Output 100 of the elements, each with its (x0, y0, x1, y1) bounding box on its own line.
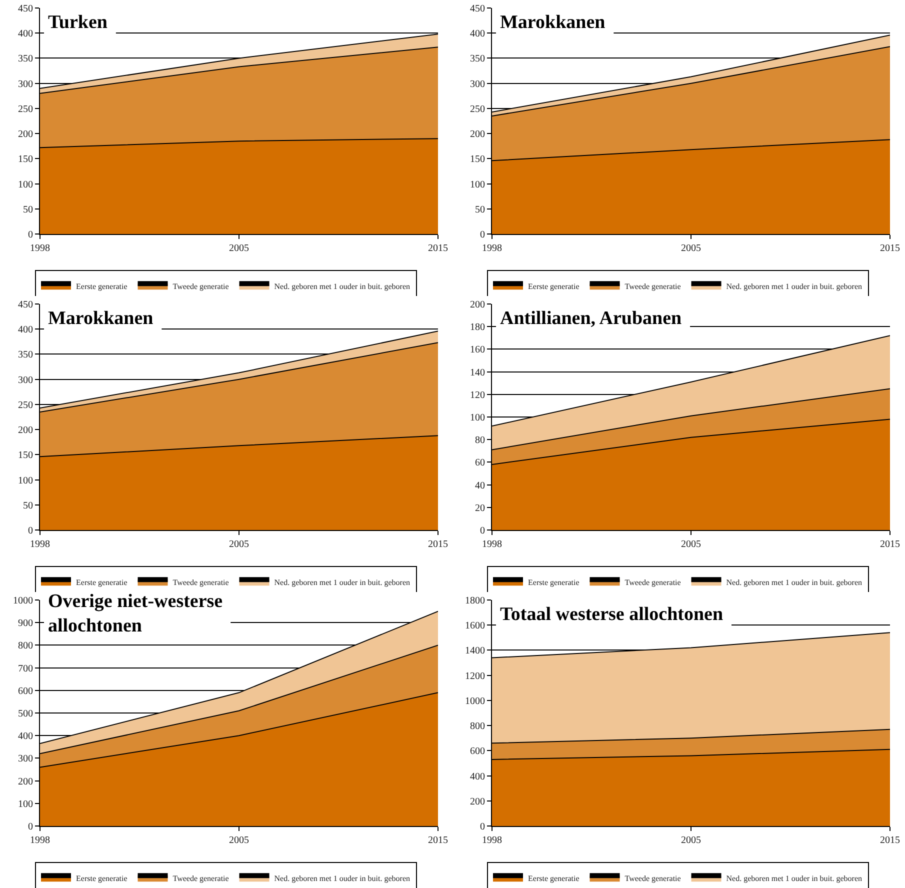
y-tick-label: 450 (470, 4, 485, 14)
y-tick-label: 0 (28, 526, 33, 536)
legend-label: Tweede generatie (172, 578, 230, 587)
chart-title: Totaal westerse allochtonen (500, 604, 724, 626)
y-tick-label: 400 (18, 324, 33, 336)
legend-label: Ned. geboren met 1 ouder in buit. geboren (726, 282, 862, 291)
legend-label: Eerste generatie (76, 874, 128, 883)
y-tick-label: 100 (18, 798, 33, 810)
y-tick-label: 200 (18, 776, 33, 788)
x-tick-label: 2005 (229, 539, 249, 550)
x-tick-label: 1998 (30, 835, 50, 846)
y-tick-label: 1600 (465, 620, 485, 632)
legend-label: Tweede generatie (172, 874, 230, 883)
chart-title: Marokkanen (48, 308, 154, 330)
y-tick-label: 0 (28, 230, 33, 240)
y-tick-label: 400 (18, 28, 33, 40)
y-tick-label: 350 (18, 350, 33, 361)
y-tick-label: 200 (18, 425, 33, 436)
y-tick-label: 100 (18, 475, 33, 486)
y-tick-label: 80 (475, 435, 485, 446)
y-tick-label: 300 (18, 78, 33, 90)
y-tick-label: 150 (470, 154, 485, 166)
x-tick-label: 1998 (30, 243, 50, 254)
y-tick-label: 400 (470, 28, 485, 40)
x-tick-label: 1998 (482, 835, 502, 846)
x-tick-label: 2015 (880, 835, 900, 846)
x-tick-label: 2005 (229, 243, 249, 254)
y-tick-label: 60 (475, 458, 485, 469)
legend-label: Tweede generatie (624, 282, 682, 291)
legend-label: Eerste generatie (528, 874, 580, 883)
y-tick-label: 160 (470, 344, 485, 356)
y-tick-label: 200 (470, 796, 485, 808)
y-tick-label: 1400 (465, 646, 485, 657)
x-tick-label: 1998 (30, 539, 50, 550)
y-tick-label: 250 (18, 104, 33, 115)
y-tick-label: 150 (18, 450, 33, 462)
y-tick-label: 100 (18, 179, 33, 190)
y-tick-label: 500 (18, 708, 33, 720)
y-tick-label: 350 (470, 54, 485, 65)
x-tick-label: 2015 (880, 539, 900, 550)
y-tick-label: 1800 (465, 596, 485, 606)
y-tick-label: 250 (470, 104, 485, 115)
y-tick-label: 300 (18, 754, 33, 765)
chart-title: Antillianen, Arubanen (500, 308, 682, 330)
legend-label: Tweede generatie (624, 874, 682, 883)
legend-label: Eerste generatie (76, 282, 128, 291)
y-tick-label: 250 (18, 400, 33, 411)
legend-label: Tweede generatie (624, 578, 682, 587)
y-tick-label: 600 (18, 686, 33, 697)
y-tick-label: 200 (470, 129, 485, 140)
x-tick-label: 2015 (428, 539, 448, 550)
legend-label: Tweede generatie (172, 282, 230, 291)
y-tick-label: 50 (23, 204, 33, 216)
y-tick-label: 100 (470, 179, 485, 190)
x-tick-label: 2005 (681, 539, 701, 550)
y-tick-label: 900 (18, 618, 33, 630)
chart-title: Turken (48, 12, 108, 34)
y-tick-label: 350 (18, 54, 33, 65)
y-tick-label: 300 (18, 374, 33, 386)
chart-title: Marokkanen (500, 12, 606, 34)
y-tick-label: 0 (480, 230, 485, 240)
chart-title: Overige niet-westerse allochtonen (48, 590, 223, 636)
y-tick-label: 100 (470, 412, 485, 424)
y-tick-label: 1000 (465, 696, 485, 707)
legend-label: Eerste generatie (76, 578, 128, 587)
y-tick-label: 600 (470, 746, 485, 758)
x-tick-label: 2015 (428, 835, 448, 846)
y-tick-label: 0 (480, 822, 485, 832)
legend-label: Ned. geboren met 1 ouder in buit. geboren (274, 578, 410, 587)
y-tick-label: 120 (470, 390, 485, 401)
x-tick-label: 1998 (482, 539, 502, 550)
y-tick-label: 400 (470, 771, 485, 782)
y-tick-label: 50 (23, 500, 33, 512)
y-tick-label: 140 (470, 367, 485, 378)
y-tick-label: 20 (475, 502, 485, 514)
y-tick-label: 1200 (465, 670, 485, 682)
legend-label: Ned. geboren met 1 ouder in buit. geboren (726, 578, 862, 587)
y-tick-label: 800 (18, 640, 33, 652)
x-tick-label: 2015 (428, 243, 448, 254)
y-tick-label: 450 (18, 4, 33, 14)
y-tick-label: 150 (18, 154, 33, 166)
x-tick-label: 2005 (681, 243, 701, 254)
x-tick-label: 2015 (880, 243, 900, 254)
y-tick-label: 50 (475, 204, 485, 216)
y-tick-label: 700 (18, 663, 33, 674)
y-tick-label: 400 (18, 731, 33, 742)
legend-label: Ned. geboren met 1 ouder in buit. geboren (274, 282, 410, 291)
y-tick-label: 200 (470, 300, 485, 310)
y-tick-label: 1000 (13, 596, 33, 606)
y-tick-label: 300 (470, 78, 485, 90)
x-tick-label: 1998 (482, 243, 502, 254)
y-tick-label: 800 (470, 721, 485, 732)
y-tick-label: 40 (475, 480, 485, 492)
y-tick-label: 200 (18, 129, 33, 140)
legend-label: Ned. geboren met 1 ouder in buit. geboren (726, 874, 862, 883)
y-tick-label: 450 (18, 300, 33, 310)
legend-label: Ned. geboren met 1 ouder in buit. geboren (274, 874, 410, 883)
y-tick-label: 0 (480, 526, 485, 536)
x-tick-label: 2005 (229, 835, 249, 846)
legend-label: Eerste generatie (528, 578, 580, 587)
